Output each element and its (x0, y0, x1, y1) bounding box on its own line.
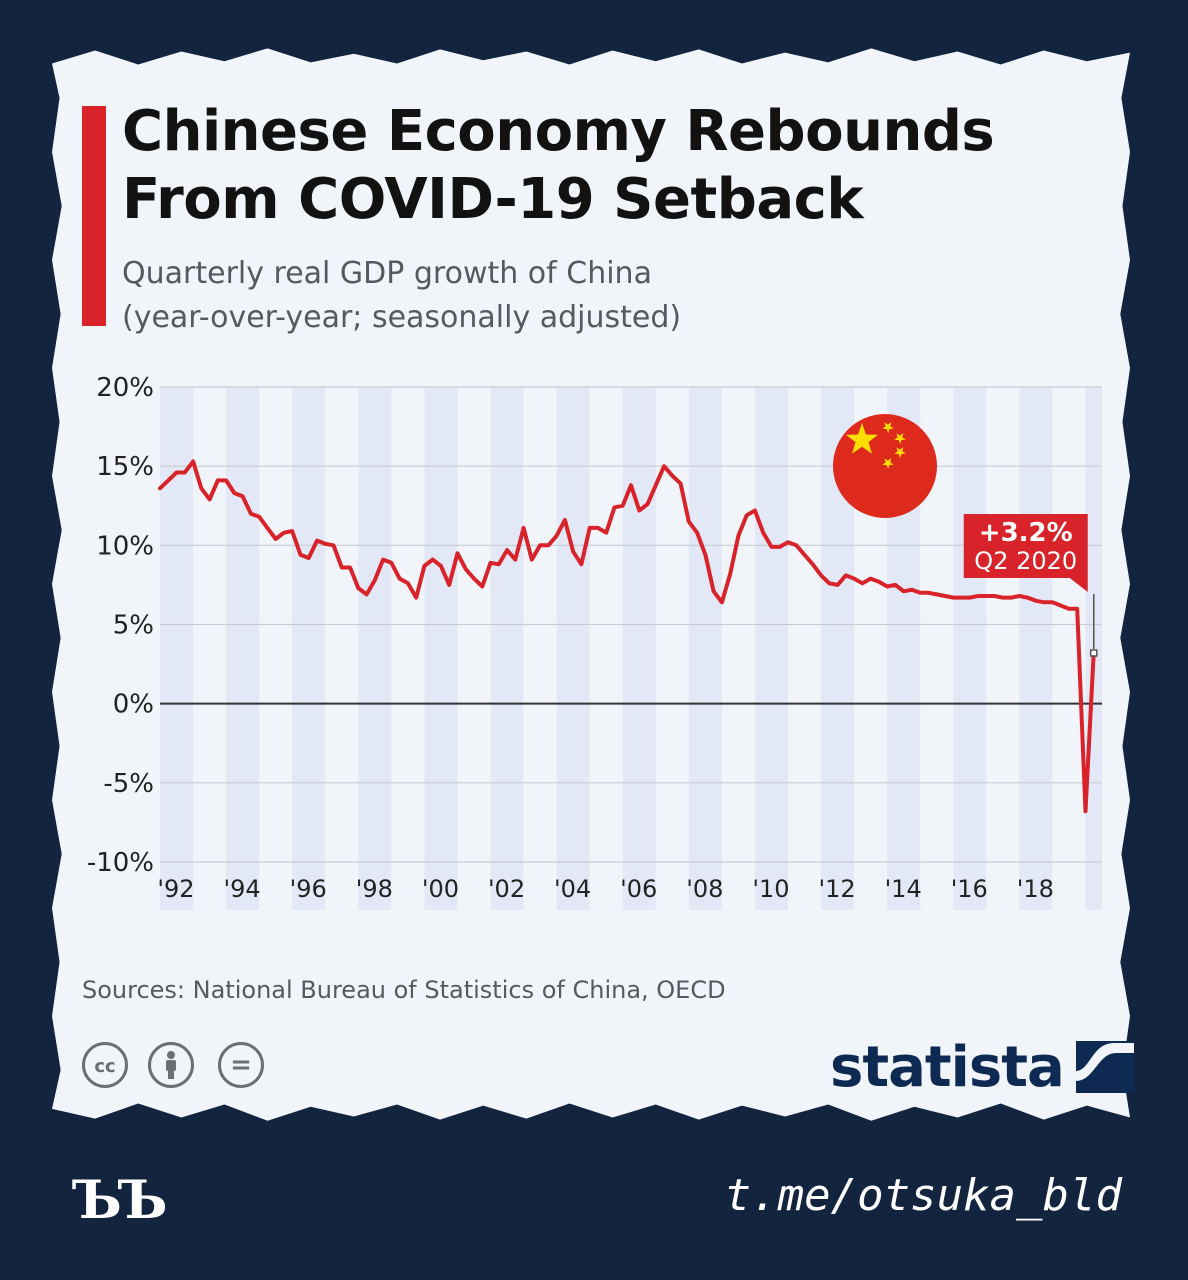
year-band (688, 387, 722, 910)
year-band (754, 387, 788, 910)
x-tick-label: '14 (885, 875, 922, 903)
year-band (1019, 387, 1053, 910)
x-tick-label: '10 (752, 875, 789, 903)
y-tick-label: -10% (87, 848, 154, 878)
no-derivatives-icon[interactable]: = (218, 1042, 264, 1088)
statista-logo[interactable]: statista (830, 1032, 1134, 1102)
subtitle-line-2: (year-over-year; seasonally adjusted) (122, 300, 682, 335)
channel-link[interactable]: t.me/otsuka_bld (724, 1170, 1122, 1221)
year-band (424, 387, 458, 910)
y-tick-label: 15% (96, 452, 154, 482)
x-tick-label: '06 (620, 875, 657, 903)
x-tick-label: '02 (488, 875, 525, 903)
x-tick-label: '04 (554, 875, 591, 903)
subtitle-line-1: Quarterly real GDP growth of China (122, 256, 652, 291)
chart-subtitle: Quarterly real GDP growth of China (year… (122, 252, 1022, 340)
annotation-period: Q2 2020 (974, 547, 1077, 575)
year-band (953, 387, 987, 910)
chart-title: Chinese Economy Rebounds From COVID-19 S… (122, 98, 1082, 234)
attribution-icon[interactable] (148, 1042, 194, 1088)
annotation-pointer (1069, 578, 1088, 592)
y-tick-label: -5% (103, 769, 154, 799)
cc-icon[interactable]: cc (82, 1042, 128, 1088)
equals-icon-label: = (230, 1050, 252, 1080)
year-bands (160, 387, 1102, 910)
title-line-1: Chinese Economy Rebounds (122, 99, 995, 164)
annotation-box (963, 514, 1088, 578)
series-line-gdp-growth (158, 459, 1096, 814)
x-tick-label: '12 (818, 875, 855, 903)
year-band (292, 387, 326, 910)
year-band (226, 387, 260, 910)
gridlines (160, 386, 1102, 863)
year-band (622, 387, 656, 910)
annotation-value: +3.2% (979, 518, 1073, 548)
y-axis: 20% 15% 10% 5% 0% -5% -10% (87, 373, 154, 878)
x-tick-label: '94 (224, 875, 261, 903)
title-line-2: From COVID-19 Setback (122, 167, 864, 232)
year-band (358, 387, 392, 910)
y-tick-label: 20% (96, 373, 154, 403)
year-band (490, 387, 524, 910)
person-icon (166, 1051, 176, 1079)
y-tick-label: 5% (113, 611, 154, 641)
china-flag-icon (833, 414, 937, 518)
y-tick-label: 0% (113, 690, 154, 720)
statista-mark-icon (1075, 1041, 1134, 1093)
source-note: Sources: National Bureau of Statistics o… (82, 976, 726, 1004)
x-tick-label: '98 (356, 875, 393, 903)
year-band (556, 387, 590, 910)
y-tick-label: 10% (96, 531, 154, 561)
x-tick-label: '16 (951, 875, 988, 903)
x-tick-label: '00 (422, 875, 459, 903)
cc-icon-label: cc (94, 1056, 116, 1077)
annotation-q2-2020: +3.2% Q2 2020 (963, 514, 1098, 657)
data-point-marker (1089, 649, 1098, 657)
x-tick-label: '18 (1017, 875, 1054, 903)
title-accent-bar (82, 106, 106, 326)
x-tick-label: '08 (686, 875, 723, 903)
statista-wordmark: statista (830, 1034, 1065, 1100)
x-tick-label: '92 (157, 875, 194, 903)
channel-logo: ЪЪ (72, 1170, 168, 1231)
x-axis: '92 '94 '96 '98 '00 '02 '04 '06 '08 '10 '12 '14 '16 '… (157, 875, 1054, 903)
x-tick-label: '96 (290, 875, 327, 903)
